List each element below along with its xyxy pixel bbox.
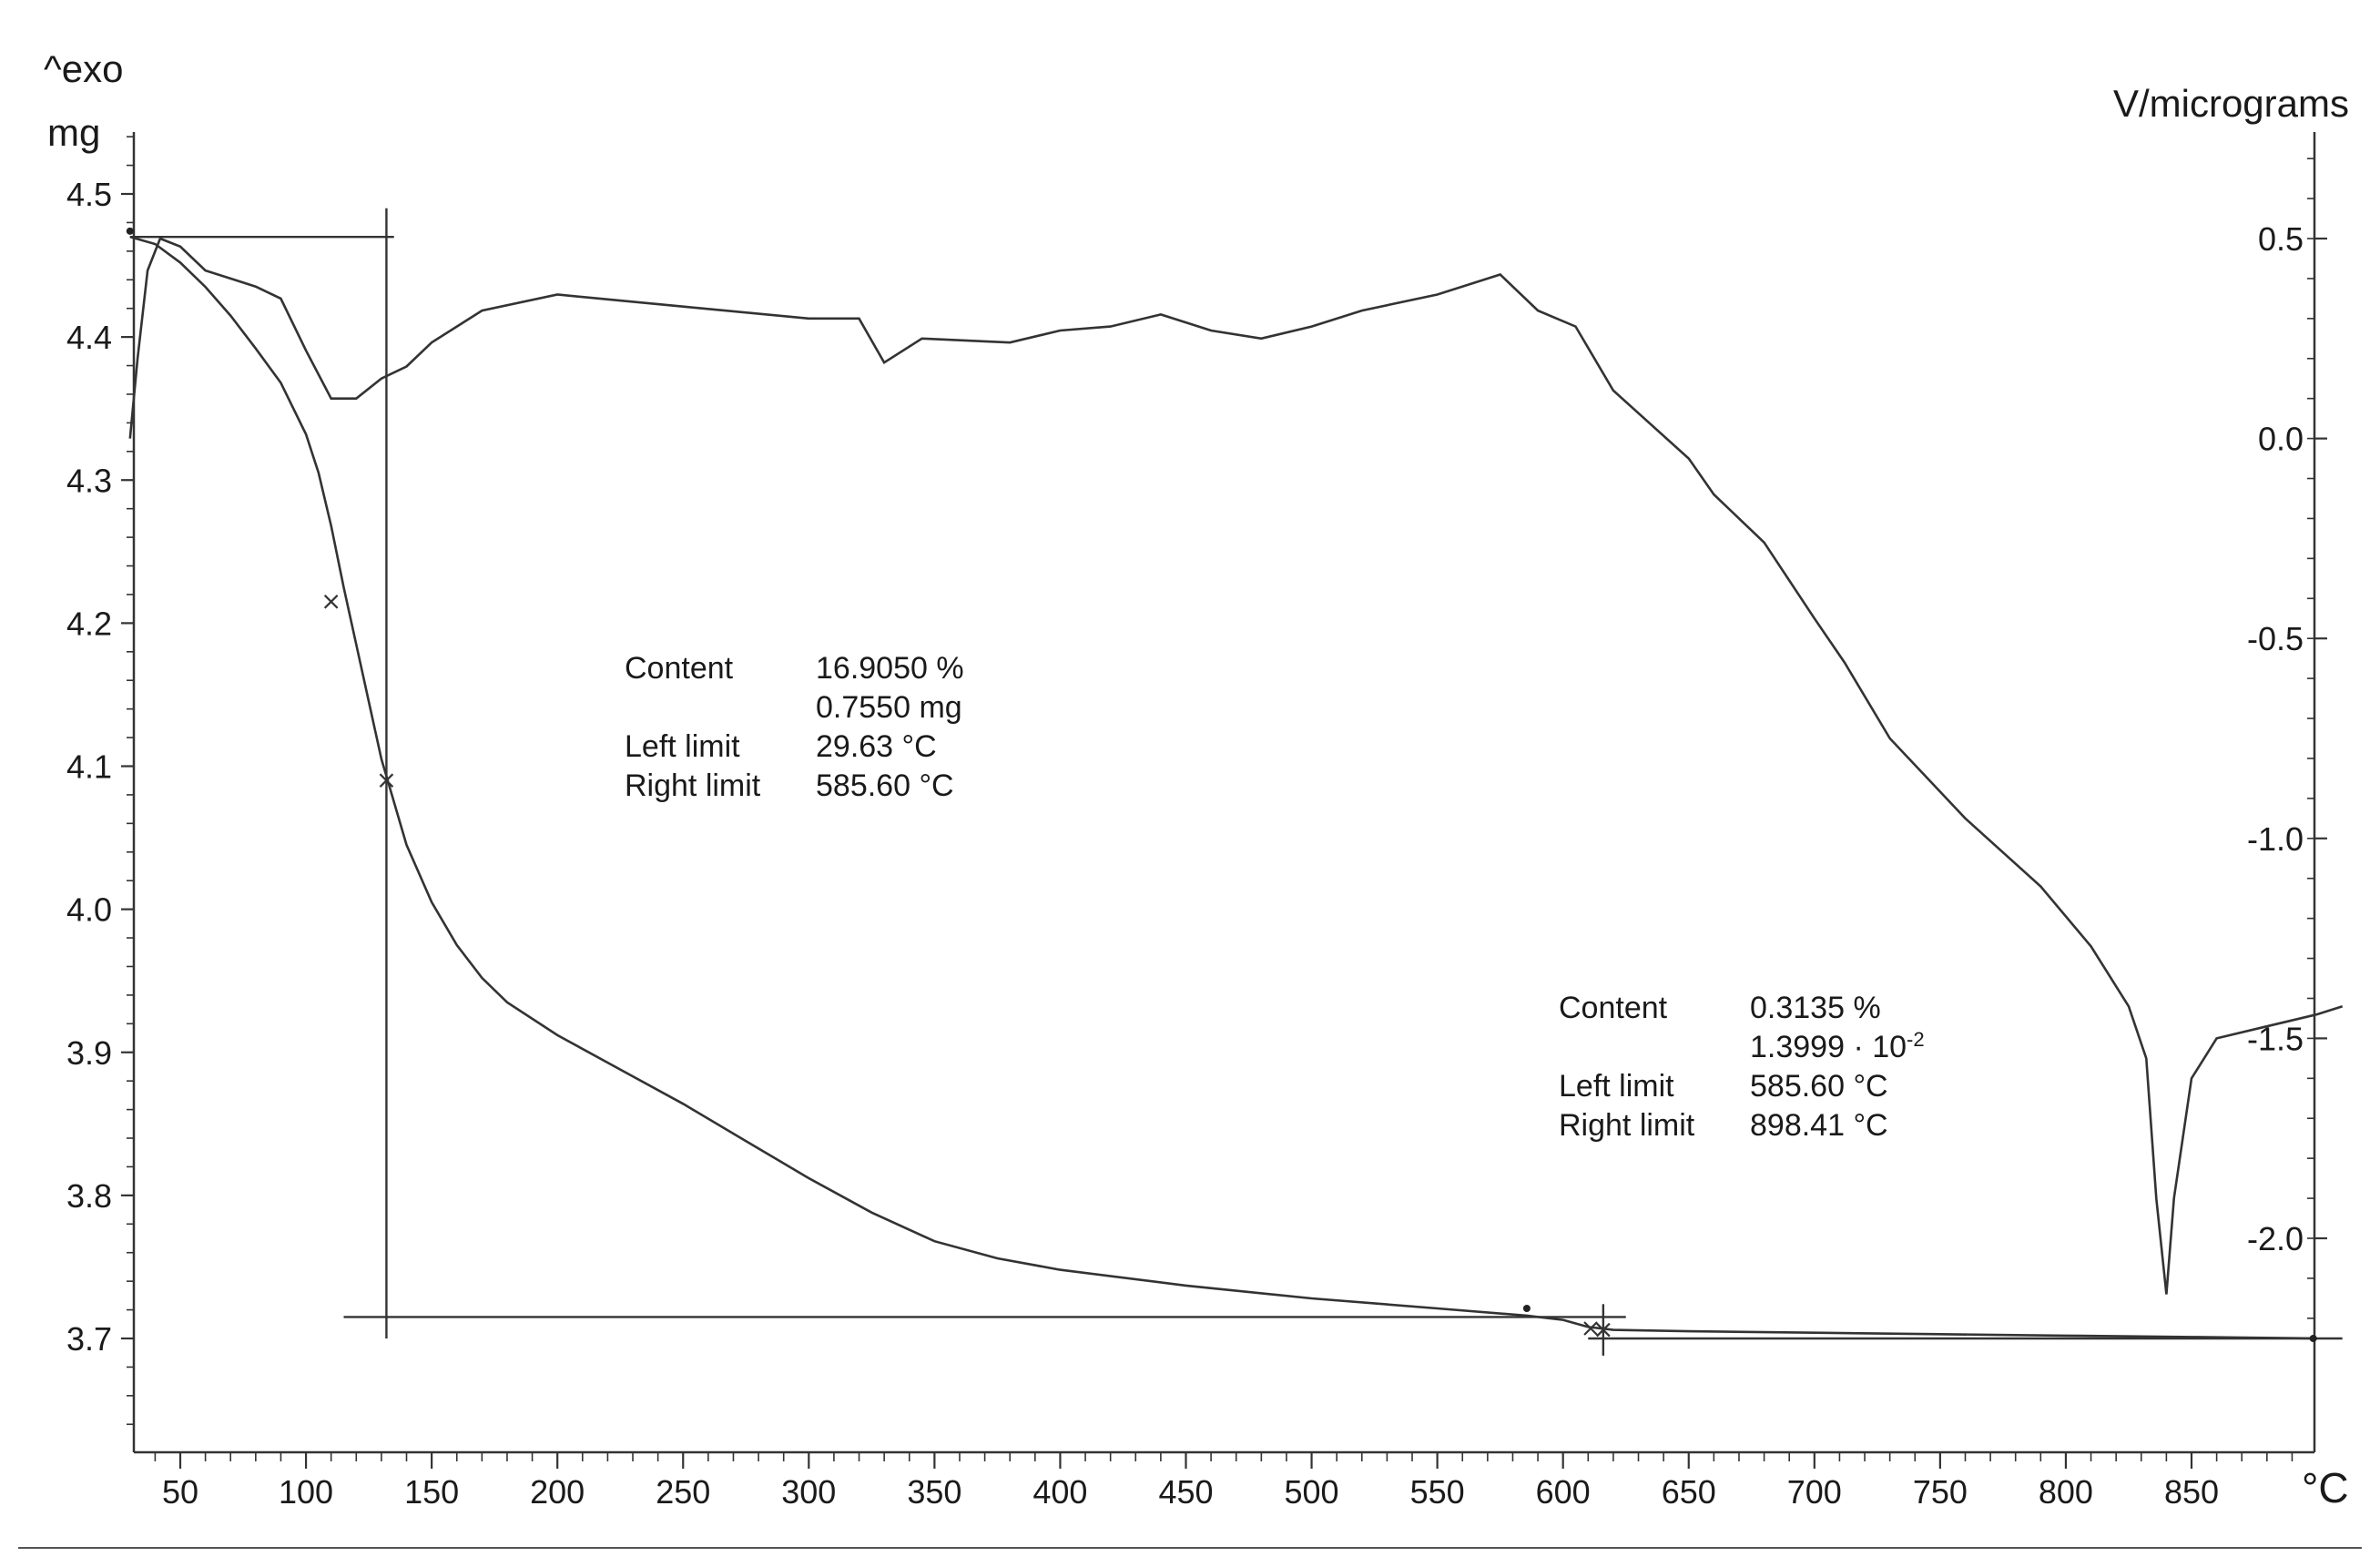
right-y-tick-label: -2.0 (2247, 1220, 2304, 1257)
x-tick-label: 500 (1285, 1473, 1339, 1511)
annotation-label: Content (625, 651, 734, 686)
annotation-label: Content (1559, 991, 1668, 1025)
inflection-marker (379, 773, 394, 788)
x-tick-label: 700 (1787, 1473, 1842, 1511)
annotation-value: 585.60 °C (816, 768, 954, 803)
left-y-tick-label: 3.7 (66, 1320, 112, 1358)
left-y-tick-label: 4.4 (66, 319, 112, 356)
x-tick-label: 150 (404, 1473, 459, 1511)
right-y-tick-label: -0.5 (2247, 620, 2304, 657)
annotation-label: Right limit (1559, 1108, 1695, 1143)
x-tick-label: 450 (1158, 1473, 1213, 1511)
left-y-tick-label: 4.0 (66, 891, 112, 929)
sign-convention-label: ^exo (44, 47, 123, 90)
left-y-tick-label: 4.1 (66, 748, 112, 786)
x-tick-label: 200 (530, 1473, 585, 1511)
right-y-tick-label: 0.0 (2258, 421, 2304, 458)
right-y-tick-label: -1.0 (2247, 820, 2304, 858)
inflection-markers (126, 227, 2317, 1342)
start-point-marker (126, 227, 134, 235)
annotation-value: 29.63 °C (816, 729, 937, 764)
x-tick-label: 650 (1662, 1473, 1716, 1511)
annotation-label: Left limit (1559, 1069, 1674, 1104)
inflection-marker (1583, 1321, 1598, 1336)
annotation-value: 16.9050 % (816, 651, 964, 686)
mass-curve (129, 235, 2318, 1340)
curves (128, 235, 2344, 1340)
x-axis-unit-label: °C (2302, 1464, 2349, 1511)
left-y-tick-label: 3.9 (66, 1034, 112, 1072)
right-axis-title: V/micrograms (2113, 82, 2349, 125)
annotation-value: 0.3135 % (1750, 991, 1881, 1025)
inflection-marker (1596, 1322, 1611, 1338)
annotation-value: 1.3999 · 10-2 (1750, 1028, 1925, 1065)
annotation-label: Right limit (625, 768, 761, 803)
x-tick-label: 100 (279, 1473, 333, 1511)
x-tick-label: 750 (1913, 1473, 1968, 1511)
x-tick-label: 400 (1032, 1473, 1087, 1511)
left-axis-title: mg (47, 111, 100, 154)
annotation-value: 898.41 °C (1750, 1108, 1888, 1143)
signal-curve (128, 237, 2344, 1295)
limit-point-marker (1522, 1305, 1531, 1313)
x-tick-label: 550 (1410, 1473, 1465, 1511)
right-y-tick-label: 0.5 (2258, 220, 2304, 258)
x-tick-label: 850 (2164, 1473, 2219, 1511)
left-y-tick-label: 4.5 (66, 176, 112, 213)
x-tick-label: 300 (781, 1473, 836, 1511)
annotation-value: 0.7550 mg (816, 690, 962, 725)
annotation-label: Left limit (625, 729, 740, 764)
annotation-value: 585.60 °C (1750, 1069, 1888, 1104)
x-tick-label: 350 (907, 1473, 961, 1511)
step-guide-lines (129, 208, 2343, 1356)
left-y-tick-label: 3.8 (66, 1177, 112, 1215)
right-y-tick-label: -1.5 (2247, 1020, 2304, 1057)
left-y-tick-label: 4.2 (66, 605, 112, 642)
annotation-superscript: -2 (1907, 1028, 1925, 1051)
inflection-marker (323, 595, 339, 609)
end-point-marker (2309, 1335, 2317, 1342)
result-annotations: Content 16.9050 % 0.7550 mg Left limit 29.63… (625, 651, 1925, 1143)
x-tick-label: 600 (1536, 1473, 1591, 1511)
axes-ticks: 50 100 150 200 250 300 350 400 450 500 550 600 650 70… (66, 136, 2327, 1511)
x-tick-label: 50 (162, 1473, 198, 1511)
left-y-tick-label: 4.3 (66, 462, 112, 499)
x-tick-label: 800 (2039, 1473, 2093, 1511)
x-tick-label: 250 (656, 1473, 710, 1511)
